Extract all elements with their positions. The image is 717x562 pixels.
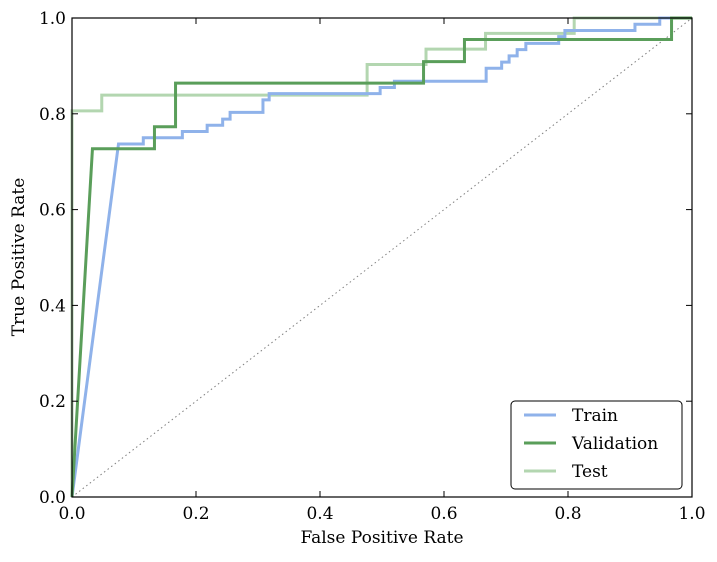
x-tick-label: 0.4 — [306, 504, 333, 524]
x-tick-label: 0.6 — [430, 504, 457, 524]
lines-layer — [70, 16, 693, 498]
x-axis-label: False Positive Rate — [300, 528, 463, 548]
y-tick-label: 1.0 — [39, 9, 66, 29]
series-line-validation — [70, 16, 692, 498]
ticks-layer: 0.0 0.2 0.4 0.6 0.8 1.0 0.0 0.2 0.4 0.6 0.8 1.0 — [39, 9, 706, 524]
x-tick-label: 0.2 — [182, 504, 209, 524]
legend-box — [510, 400, 683, 490]
series-line-test — [70, 16, 692, 497]
legend-label-test: Test — [572, 462, 608, 482]
legend-label-validation: Validation — [571, 434, 658, 454]
chance-diagonal-line — [71, 17, 693, 498]
plot-frame — [71, 17, 693, 498]
y-axis-label: True Positive Rate — [9, 178, 29, 337]
y-tick-label: 0.6 — [39, 201, 66, 221]
legend-label-train: Train — [572, 406, 618, 426]
y-tick-label: 0.4 — [39, 296, 66, 316]
x-tick-label: 0.8 — [554, 504, 581, 524]
series-line-train — [70, 16, 675, 498]
y-tick-label: 0.0 — [39, 488, 66, 508]
x-tick-label: 1.0 — [678, 504, 705, 524]
x-tick-label: 0.0 — [58, 504, 85, 524]
y-tick-label: 0.8 — [39, 105, 66, 125]
y-tick-label: 0.2 — [39, 392, 66, 412]
legend: Train Validation Test — [510, 400, 683, 490]
